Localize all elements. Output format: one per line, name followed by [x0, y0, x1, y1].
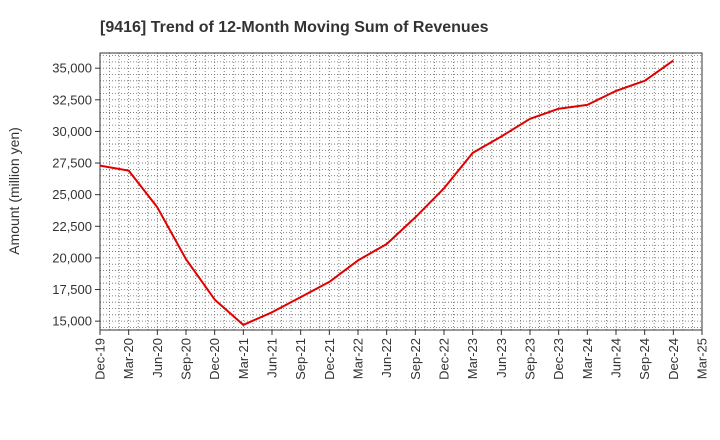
grid-lines — [100, 53, 702, 330]
x-tick-label: Sep-21 — [293, 338, 308, 380]
y-tick-label: 22,500 — [52, 219, 92, 234]
x-tick-label: Jun-24 — [609, 338, 624, 378]
x-tick-label: Jun-22 — [379, 338, 394, 378]
y-axis: 15,000 17,500 20,000 22,500 25,000 27,500 30,0… — [52, 61, 100, 329]
y-tick-label: 17,500 — [52, 282, 92, 297]
x-tick-label: Mar-21 — [236, 338, 251, 379]
x-tick-label: Sep-23 — [523, 338, 538, 380]
chart-title: [9416] Trend of 12-Month Moving Sum of R… — [100, 19, 489, 36]
x-tick-label: Jun-20 — [150, 338, 165, 378]
y-tick-label: 15,000 — [52, 314, 92, 329]
x-tick-label: Dec-21 — [322, 338, 337, 380]
y-tick-label: 35,000 — [52, 61, 92, 76]
x-axis: Dec-19 Mar-20 Jun-20 Sep-20 Dec-20 Mar-21 Jun-… — [93, 330, 710, 380]
y-tick-label: 32,500 — [52, 92, 92, 107]
plot-area — [99, 52, 703, 331]
x-tick-label: Sep-24 — [637, 338, 652, 380]
x-tick-label: Mar-25 — [695, 338, 710, 379]
x-tick-label: Dec-24 — [666, 338, 681, 380]
x-tick-label: Sep-20 — [179, 338, 194, 380]
series-line — [99, 59, 674, 326]
x-tick-label: Mar-23 — [465, 338, 480, 379]
y-tick-label: 27,500 — [52, 156, 92, 171]
x-tick-label: Mar-24 — [580, 338, 595, 379]
y-tick-label: 30,000 — [52, 124, 92, 139]
x-tick-label: Sep-22 — [408, 338, 423, 380]
x-tick-label: Jun-21 — [265, 338, 280, 378]
y-tick-label: 25,000 — [52, 187, 92, 202]
x-tick-label: Dec-22 — [437, 338, 452, 380]
x-tick-label: Mar-22 — [351, 338, 366, 379]
x-tick-label: Dec-23 — [551, 338, 566, 380]
series-layer — [99, 59, 674, 326]
x-tick-label: Dec-20 — [207, 338, 222, 380]
y-tick-label: 20,000 — [52, 250, 92, 265]
y-axis-label: Amount (million yen) — [6, 127, 22, 255]
x-tick-label: Mar-20 — [121, 338, 136, 379]
x-tick-label: Jun-23 — [494, 338, 509, 378]
x-tick-label: Dec-19 — [93, 338, 108, 380]
